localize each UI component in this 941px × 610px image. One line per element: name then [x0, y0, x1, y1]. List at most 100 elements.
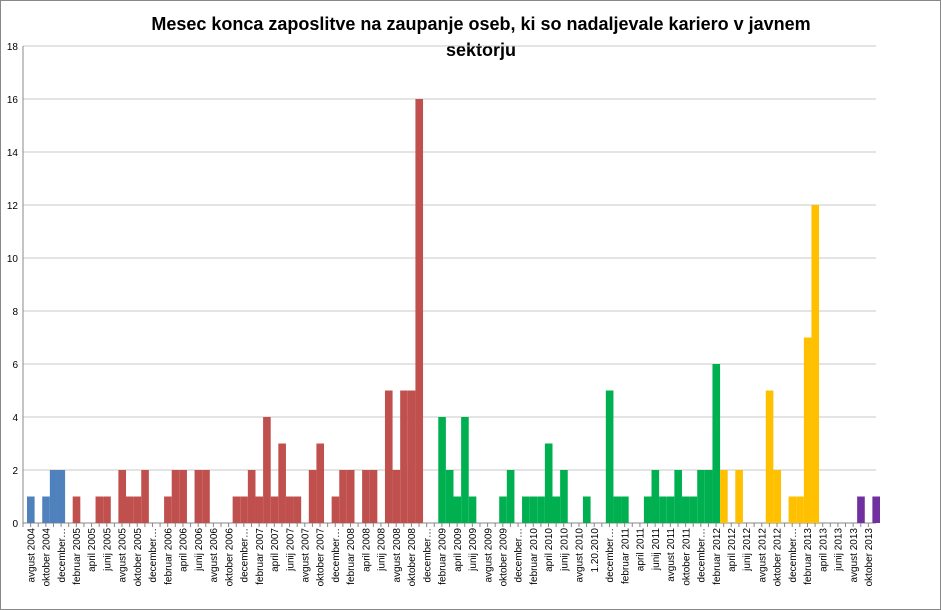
bar — [605, 390, 614, 523]
bar — [773, 470, 781, 523]
x-tick-label: junij 2011 — [651, 528, 662, 572]
x-tick-label: avgust 2004 — [26, 528, 37, 583]
bar — [499, 496, 507, 523]
bar — [438, 417, 446, 523]
bar — [278, 443, 286, 523]
y-tick-label: 6 — [12, 360, 18, 371]
bar — [415, 99, 424, 523]
x-tick-label: junij 2007 — [285, 528, 296, 572]
y-tick-label: 10 — [7, 254, 19, 265]
bar — [704, 470, 713, 523]
x-tick-label: avgust 2006 — [209, 528, 220, 583]
bar — [872, 496, 880, 523]
bar — [247, 470, 256, 523]
x-tick-label: junij 2010 — [559, 528, 570, 572]
x-tick-label: december… — [514, 528, 525, 582]
bar — [255, 496, 264, 523]
bar — [179, 470, 187, 523]
bar — [270, 496, 279, 523]
bar — [362, 470, 370, 523]
bar — [453, 496, 462, 523]
x-tick-label: april 2008 — [361, 528, 372, 572]
x-tick-label: oktober 2005 — [133, 528, 144, 587]
x-tick-label: februar 2011 — [620, 528, 631, 584]
bar — [613, 496, 622, 523]
bar — [651, 470, 660, 523]
bar — [95, 496, 104, 523]
x-tick-label: februar 2007 — [255, 528, 266, 585]
x-tick-label: oktober 2007 — [316, 528, 327, 587]
bar — [796, 496, 804, 523]
x-tick-label: december… — [788, 528, 799, 582]
y-tick-label: 16 — [7, 95, 19, 106]
bar — [712, 364, 721, 523]
bar — [788, 496, 797, 523]
bar — [118, 470, 127, 523]
x-tick-label: april 2007 — [270, 528, 281, 572]
bar — [659, 496, 667, 523]
x-tick-label: avgust 2013 — [849, 528, 860, 583]
bar — [697, 470, 705, 523]
bar — [400, 390, 408, 523]
x-tick-label: oktober 2012 — [773, 528, 784, 587]
bar — [202, 470, 210, 523]
bar — [126, 496, 134, 523]
y-tick-label: 8 — [12, 307, 18, 318]
bar — [621, 496, 629, 523]
x-tick-label: december… — [331, 528, 342, 582]
bar — [803, 337, 812, 523]
bar — [407, 390, 416, 523]
y-tick-label: 12 — [7, 201, 19, 212]
bar — [689, 496, 698, 523]
x-tick-label: junij 2012 — [742, 528, 753, 572]
x-tick-label: junij 2009 — [468, 528, 479, 572]
x-tick-label: oktober 2009 — [499, 528, 510, 587]
bar — [529, 496, 538, 523]
x-tick-label: avgust 2011 — [666, 528, 677, 582]
x-tick-label: december… — [697, 528, 708, 582]
x-tick-label: april 2006 — [179, 528, 190, 572]
bar — [735, 470, 743, 523]
bar — [133, 496, 142, 523]
x-tick-label: december… — [240, 528, 251, 582]
y-tick-label: 4 — [12, 413, 18, 424]
bar — [27, 496, 35, 523]
bar — [506, 470, 515, 523]
x-tick-label: februar 2009 — [438, 528, 449, 585]
bar — [316, 443, 325, 523]
bar — [369, 470, 378, 523]
x-tick-label: avgust 2008 — [392, 528, 403, 583]
x-tick-label: avgust 2010 — [575, 528, 586, 583]
bar — [49, 470, 58, 523]
bar — [384, 390, 393, 523]
bar — [666, 496, 675, 523]
x-tick-label: avgust 2012 — [757, 528, 768, 583]
bar — [765, 390, 774, 523]
bar — [72, 496, 81, 523]
bar — [811, 205, 820, 523]
bar — [643, 496, 652, 523]
x-tick-label: december… — [57, 528, 68, 582]
bar — [141, 470, 149, 523]
x-tick-label: junij 2013 — [834, 528, 845, 572]
bar — [560, 470, 568, 523]
x-tick-label: april 2010 — [544, 528, 555, 572]
bar — [522, 496, 530, 523]
x-tick-label: avgust 2007 — [300, 528, 311, 583]
x-tick-label: junij 2005 — [102, 528, 113, 572]
bar — [681, 496, 690, 523]
x-tick-label: april 2013 — [818, 528, 829, 572]
bar — [674, 470, 682, 523]
x-tick-label: februar 2012 — [712, 528, 723, 585]
x-tick-label: februar 2008 — [346, 528, 357, 585]
x-tick-label: december… — [422, 528, 433, 582]
y-tick-label: 14 — [7, 148, 19, 159]
x-tick-label: februar 2005 — [72, 528, 83, 585]
x-tick-label: oktober 2004 — [42, 528, 53, 587]
x-tick-label: april 2009 — [453, 528, 464, 572]
x-tick-label: april 2005 — [87, 528, 98, 572]
x-tick-label: december… — [605, 528, 616, 582]
bar — [194, 470, 203, 523]
